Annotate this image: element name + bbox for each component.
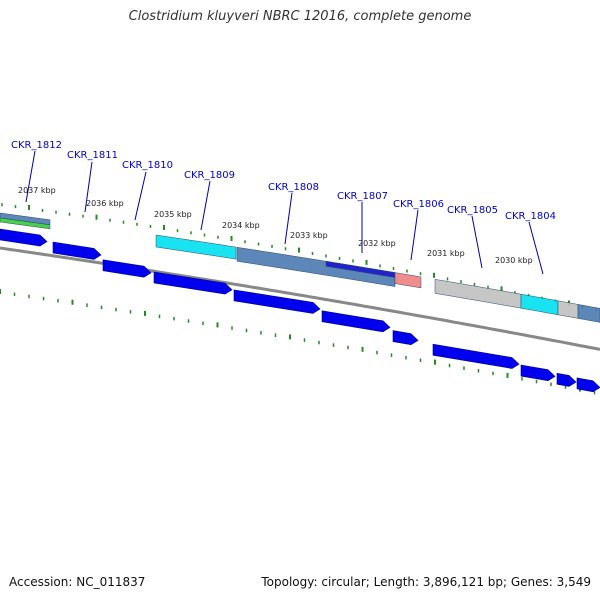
gene-label: CKR_1807: [337, 191, 388, 202]
kbp-labels: 2037 kbp 2036 kbp 2035 kbp 2034 kbp 2033 kbp…: [18, 186, 533, 265]
cds-arrow: [102, 259, 152, 278]
leader-line: [84, 161, 93, 213]
kbp-label: 2032 kbp: [358, 239, 396, 248]
cds-arrow: [392, 330, 419, 346]
map-title: Clostridium kluyveri NBRC 12016, complet…: [128, 9, 472, 24]
kbp-label: 2031 kbp: [427, 249, 465, 258]
label-leader-lines: [25, 150, 544, 275]
inner-tick-marks: [0, 289, 596, 395]
feature-block: [520, 293, 559, 316]
leader-line: [471, 215, 483, 269]
gene-label: CKR_1804: [505, 211, 556, 222]
gene-label: CKR_1808: [268, 182, 319, 193]
gene-label: CKR_1810: [122, 160, 173, 171]
cds-arrow: [52, 241, 102, 260]
kbp-label: 2030 kbp: [495, 256, 533, 265]
feature-block: [236, 246, 396, 287]
feature-block: [0, 217, 51, 230]
genome-backbone: [0, 246, 600, 351]
cds-arrow: [153, 271, 233, 295]
gene-label: CKR_1812: [11, 140, 62, 151]
cds-arrow: [576, 377, 600, 393]
cds-arrows: [0, 228, 600, 393]
outer-tick-marks: [1, 203, 597, 312]
cds-arrow: [556, 372, 577, 387]
kbp-label: 2037 kbp: [18, 186, 56, 195]
leader-line: [200, 180, 211, 231]
feature-block: [577, 304, 600, 323]
kbp-label: 2033 kbp: [290, 231, 328, 240]
cds-arrow: [0, 228, 48, 247]
cds-arrow: [321, 310, 391, 333]
accession-text: Accession: NC_011837: [9, 575, 146, 589]
cds-arrow: [520, 364, 556, 382]
leader-line: [528, 221, 544, 275]
cds-arrow: [233, 289, 321, 314]
gene-label: CKR_1811: [67, 150, 118, 161]
kbp-label: 2036 kbp: [86, 199, 124, 208]
gene-label: CKR_1806: [393, 199, 444, 210]
kbp-label: 2035 kbp: [154, 210, 192, 219]
feature-block: [434, 279, 522, 309]
feature-block: [394, 272, 422, 289]
leader-line: [284, 192, 293, 245]
feature-blocks: [0, 212, 600, 323]
backbone-line: [0, 246, 600, 351]
gene-labels: CKR_1812 CKR_1811 CKR_1810 CKR_1809 CKR_1808…: [11, 140, 556, 222]
kbp-label: 2034 kbp: [222, 221, 260, 230]
gene-label: CKR_1805: [447, 205, 498, 216]
gene-label: CKR_1809: [184, 170, 235, 181]
leader-line: [410, 209, 419, 261]
cds-arrow: [432, 343, 520, 369]
leader-line: [134, 171, 147, 221]
leader-line: [25, 150, 36, 203]
feature-block: [155, 234, 237, 260]
genome-summary-text: Topology: circular; Length: 3,896,121 bp…: [261, 575, 591, 589]
feature-block: [557, 300, 579, 319]
